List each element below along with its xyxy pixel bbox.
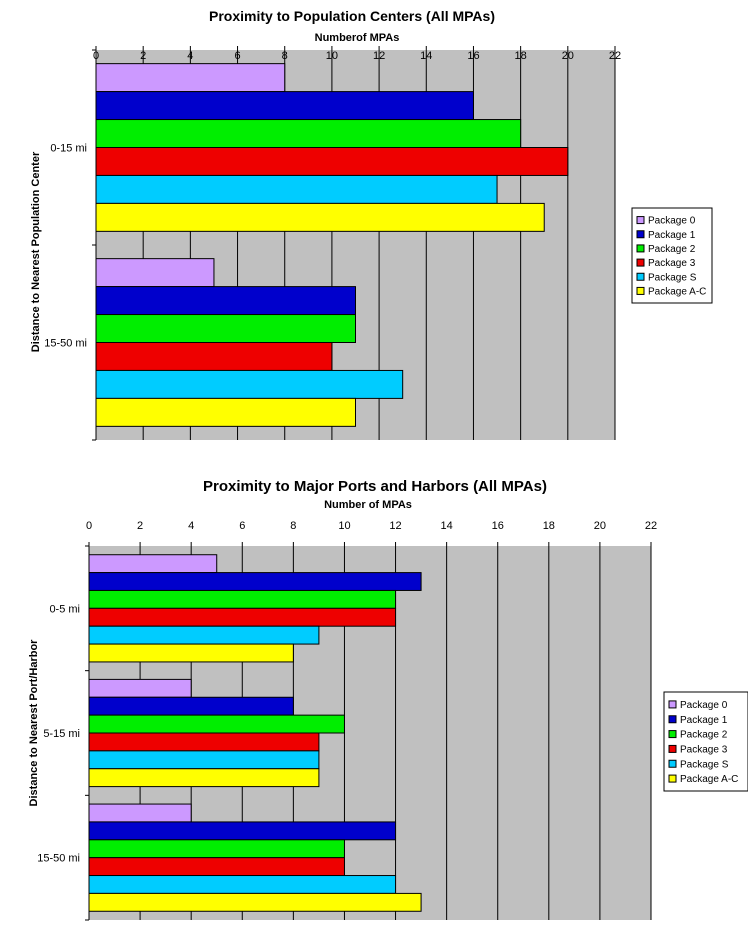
chart2-legend-swatch xyxy=(668,700,677,709)
chart1-bar xyxy=(95,369,404,399)
chart2-x-tick-label: 22 xyxy=(645,520,657,532)
chart1-x-tick-label: 18 xyxy=(515,50,527,62)
chart1-legend-label: Package 0 xyxy=(648,216,696,227)
chart1-category-label: 0-15 mi xyxy=(50,143,87,155)
chart1-legend-swatch xyxy=(636,258,645,267)
chart2-x-tick-label: 12 xyxy=(389,520,401,532)
chart2-bar xyxy=(88,750,320,770)
chart1-bar xyxy=(95,286,356,316)
chart2-bar xyxy=(88,696,294,716)
chart1-bar xyxy=(95,119,522,149)
chart2-category-label: 15-50 mi xyxy=(37,853,80,865)
chart2-x-tick-label: 4 xyxy=(188,520,194,532)
chart2-x-tick-label: 0 xyxy=(86,520,92,532)
chart2-legend-label: Package A-C xyxy=(680,774,738,785)
chart1-legend-label: Package S xyxy=(648,272,697,283)
chart2-legend-swatch xyxy=(668,715,677,724)
chart2-legend-swatch xyxy=(668,744,677,753)
chart2-bar xyxy=(88,768,320,788)
chart2-category-label: 5-15 mi xyxy=(43,728,80,740)
chart1-bar xyxy=(95,202,545,232)
chart2-x-tick-label: 20 xyxy=(594,520,606,532)
chart2-bar xyxy=(88,803,192,823)
chart2-bar xyxy=(88,857,345,877)
chart2-legend-label: Package 1 xyxy=(680,715,728,726)
chart1-legend-swatch xyxy=(636,286,645,295)
chart2-x-tick-label: 6 xyxy=(239,520,245,532)
chart1-x-tick-label: 2 xyxy=(140,50,146,62)
chart2-bar xyxy=(88,875,397,894)
chart2-x-tick-label: 14 xyxy=(441,520,453,532)
chart2-bar xyxy=(88,821,397,841)
chart1-legend-swatch xyxy=(636,230,645,239)
chart1-bar xyxy=(95,342,333,371)
chart2-x-tick-label: 2 xyxy=(137,520,143,532)
chart1-legend xyxy=(631,207,713,304)
chart1-x-tick-label: 4 xyxy=(187,50,193,62)
chart2-legend-label: Package 2 xyxy=(680,730,728,741)
chart2-legend-label: Package 3 xyxy=(680,744,728,755)
chart1-bar xyxy=(95,258,215,288)
chart2-x-tick-label: 8 xyxy=(290,520,296,532)
chart1-x-tick-label: 8 xyxy=(282,50,288,62)
chart2-bar xyxy=(88,732,320,752)
chart2-legend-label: Package S xyxy=(680,759,729,770)
chart1-x-tick-label: 16 xyxy=(467,50,479,62)
chart1-x-tick-label: 10 xyxy=(326,50,338,62)
chart2-bar xyxy=(88,839,345,859)
chart1-x-tick-label: 6 xyxy=(234,50,240,62)
chart2-bar xyxy=(88,678,192,698)
chart1-x-tick-label: 20 xyxy=(562,50,574,62)
chart1-legend-swatch xyxy=(636,272,645,281)
chart2-bar xyxy=(88,643,294,663)
chart1-legend-swatch xyxy=(636,244,645,253)
chart1-title: Proximity to Population Centers (All MPA… xyxy=(209,8,495,24)
chart2-x-tick-label: 16 xyxy=(492,520,504,532)
chart2-legend-label: Package 0 xyxy=(680,700,728,711)
chart2-plot: 0 2 4 6 8 10 12 14 16 18 20 22 0-5 mi 5-15 mi 15-50 mi… xyxy=(37,520,748,921)
chart2-legend-swatch xyxy=(668,759,677,768)
chart2-x-tick-label: 10 xyxy=(338,520,350,532)
chart1-x-tick-label: 22 xyxy=(609,50,621,62)
chart2-bar xyxy=(88,572,422,591)
chart2-bar xyxy=(88,714,345,734)
chart1-legend-label: Package 1 xyxy=(648,230,696,241)
chart1-bar xyxy=(95,174,498,204)
chart1-legend-swatch xyxy=(636,216,645,225)
chart2-bar xyxy=(88,607,397,627)
chart2-x-tick-label: 18 xyxy=(543,520,555,532)
chart1-x-tick-label: 14 xyxy=(420,50,432,62)
chart2-legend-swatch xyxy=(668,730,677,739)
chart2-bar xyxy=(88,589,397,609)
chart1-x-axis-title: Numberof MPAs xyxy=(315,32,400,44)
chart2-category-label: 0-5 mi xyxy=(49,603,80,615)
chart1-bar xyxy=(95,397,356,427)
chart2-title: Proximity to Major Ports and Harbors (Al… xyxy=(203,478,547,495)
chart1-y-axis-title: Distance to Nearest Population Center xyxy=(30,151,42,352)
chart1-bar xyxy=(95,314,356,343)
chart1-category-label: 15-50 mi xyxy=(44,338,87,350)
chart1-legend-label: Package 3 xyxy=(648,258,696,269)
chart2-y-axis-title: Distance to Nearest Port/Harbor xyxy=(28,639,40,807)
chart1-x-tick-label: 12 xyxy=(373,50,385,62)
chart1-bar xyxy=(95,91,474,121)
chart1-bar xyxy=(95,63,286,93)
chart1-bar xyxy=(95,147,569,176)
chart2-bar xyxy=(88,554,218,574)
chart2-bar xyxy=(88,625,320,645)
chart2-legend xyxy=(663,691,748,792)
chart2-bar xyxy=(88,892,422,912)
chart2-x-axis-title: Number of MPAs xyxy=(324,499,412,511)
chart2-legend-swatch xyxy=(668,774,677,783)
chart1-legend-label: Package A-C xyxy=(648,286,706,297)
chart1-legend-label: Package 2 xyxy=(648,244,696,255)
